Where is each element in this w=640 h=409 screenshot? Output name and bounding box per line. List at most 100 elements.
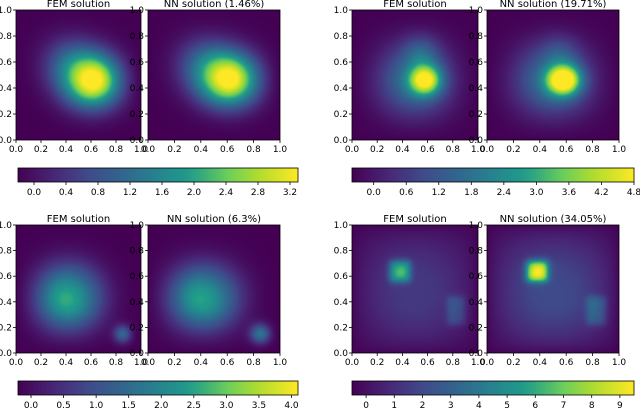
x-tick-label: 0.2 bbox=[167, 145, 181, 155]
x-tick-label: 0.8 bbox=[585, 145, 600, 155]
y-tick-label: 0.8 bbox=[469, 32, 484, 42]
heatmap-panel: NN solution (19.71%)0.0 0.2 0.4 0.6 0.8 1.00.… bbox=[469, 0, 627, 155]
x-tick-label: 0.4 bbox=[395, 358, 410, 368]
y-tick-label: 0.8 bbox=[469, 247, 484, 257]
y-tick-label: 0.4 bbox=[130, 84, 145, 94]
x-tick-label: 0.0 bbox=[9, 358, 24, 368]
x-tick-label: 0.6 bbox=[559, 358, 574, 368]
heatmap-image bbox=[487, 10, 619, 140]
heatmap-image bbox=[148, 10, 280, 140]
colorbar-tick-label: 4 bbox=[476, 401, 482, 409]
x-tick-label: 0.6 bbox=[84, 145, 99, 155]
x-tick-label: 0.2 bbox=[167, 358, 181, 368]
panel-title: NN solution (19.71%) bbox=[500, 0, 607, 10]
y-tick-label: 1.0 bbox=[0, 6, 12, 16]
x-tick-label: 0.4 bbox=[194, 145, 209, 155]
x-tick-label: 0.0 bbox=[480, 145, 495, 155]
colorbar-gradient bbox=[17, 380, 299, 396]
x-tick-label: 0.2 bbox=[506, 145, 520, 155]
colorbar: 0.0 0.6 1.2 1.8 2.4 3.0 3.6 4.2 4.8 bbox=[351, 167, 640, 198]
colorbar-tick-label: 2 bbox=[420, 401, 426, 409]
colorbar-gradient bbox=[351, 167, 635, 183]
y-tick-label: 1.0 bbox=[130, 221, 145, 231]
colorbar: 0.0 0.5 1.0 1.5 2.0 2.5 3.0 3.5 4.0 bbox=[17, 380, 299, 409]
y-tick-label: 0.4 bbox=[334, 298, 349, 308]
colorbar-tick-label: 0.4 bbox=[59, 188, 74, 198]
x-tick-label: 0.6 bbox=[220, 358, 235, 368]
y-tick-label: 0.4 bbox=[469, 84, 484, 94]
x-tick-label: 0.8 bbox=[585, 358, 600, 368]
panel-title: NN solution (6.3%) bbox=[167, 214, 261, 225]
y-tick-label: 0.0 bbox=[0, 349, 12, 359]
y-tick-label: 0.6 bbox=[130, 58, 145, 68]
x-tick-label: 0.6 bbox=[420, 358, 435, 368]
x-tick-label: 1.0 bbox=[471, 358, 486, 368]
y-tick-label: 0.8 bbox=[130, 247, 145, 257]
y-tick-label: 1.0 bbox=[334, 6, 349, 16]
y-tick-label: 0.8 bbox=[334, 32, 349, 42]
panel-title: NN solution (1.46%) bbox=[164, 0, 265, 10]
axes-frame bbox=[351, 224, 479, 354]
x-tick-label: 1.0 bbox=[612, 358, 627, 368]
colorbar-tick-label: 2.5 bbox=[187, 401, 201, 409]
x-tick-label: 0.8 bbox=[246, 358, 261, 368]
y-tick-label: 0.8 bbox=[0, 247, 12, 257]
panel-title: FEM solution bbox=[47, 0, 110, 10]
y-tick-label: 0.0 bbox=[334, 136, 349, 146]
y-tick-label: 0.8 bbox=[0, 32, 12, 42]
heatmap-panel: NN solution (6.3%)0.0 0.2 0.4 0.6 0.8 1.00.00… bbox=[130, 214, 288, 368]
x-tick-label: 0.6 bbox=[559, 145, 574, 155]
colorbar-tick-label: 0.5 bbox=[56, 401, 70, 409]
colorbar-tick-label: 2.8 bbox=[251, 188, 266, 198]
colorbar-tick-label: 3 bbox=[448, 401, 454, 409]
colorbar-tick-label: 3.2 bbox=[283, 188, 297, 198]
colorbar-tick-label: 3.0 bbox=[529, 188, 544, 198]
colorbar: 0.0 0.4 0.8 1.2 1.6 2.0 2.4 2.8 3.2 bbox=[17, 167, 299, 198]
x-tick-label: 0.0 bbox=[345, 358, 360, 368]
heatmap-panel: NN solution (1.46%)0.0 0.2 0.4 0.6 0.8 1.00.0… bbox=[130, 0, 288, 155]
y-tick-label: 0.6 bbox=[0, 272, 12, 282]
colorbar-tick-label: 1.2 bbox=[123, 188, 137, 198]
x-tick-label: 0.2 bbox=[370, 145, 384, 155]
colorbar-tick-label: 2.0 bbox=[154, 401, 169, 409]
x-tick-label: 1.0 bbox=[612, 145, 627, 155]
y-tick-label: 1.0 bbox=[469, 221, 484, 231]
y-tick-label: 0.6 bbox=[334, 272, 349, 282]
y-tick-label: 0.0 bbox=[469, 349, 484, 359]
colorbar-tick-label: 1.5 bbox=[122, 401, 136, 409]
colorbar-tick-label: 4.2 bbox=[594, 188, 608, 198]
colorbar-tick-label: 6 bbox=[532, 401, 538, 409]
x-tick-label: 0.4 bbox=[59, 358, 74, 368]
x-tick-label: 0.2 bbox=[506, 358, 520, 368]
colorbar-tick-label: 1.0 bbox=[89, 401, 104, 409]
y-tick-label: 0.0 bbox=[469, 136, 484, 146]
y-tick-label: 0.6 bbox=[469, 58, 484, 68]
colorbar-gradient bbox=[351, 380, 635, 396]
colorbar-tick-label: 1.6 bbox=[155, 188, 170, 198]
y-tick-label: 0.6 bbox=[469, 272, 484, 282]
y-tick-label: 0.2 bbox=[0, 110, 12, 120]
x-tick-label: 0.0 bbox=[141, 145, 156, 155]
x-tick-label: 1.0 bbox=[134, 358, 149, 368]
y-tick-label: 0.4 bbox=[469, 298, 484, 308]
colorbar-tick-label: 1.8 bbox=[464, 188, 479, 198]
y-tick-label: 0.2 bbox=[334, 110, 348, 120]
heatmap-image bbox=[148, 225, 280, 353]
y-tick-label: 0.6 bbox=[0, 58, 12, 68]
x-tick-label: 0.8 bbox=[109, 145, 124, 155]
x-tick-label: 1.0 bbox=[273, 358, 288, 368]
heatmap-image bbox=[16, 10, 141, 140]
axes-frame bbox=[15, 9, 142, 141]
heatmap-image bbox=[352, 225, 478, 353]
heatmap-image bbox=[16, 225, 141, 353]
y-tick-label: 0.2 bbox=[130, 323, 144, 333]
y-tick-label: 1.0 bbox=[0, 221, 12, 231]
panel-title: FEM solution bbox=[383, 0, 446, 10]
y-tick-label: 0.4 bbox=[334, 84, 349, 94]
x-tick-label: 0.4 bbox=[59, 145, 74, 155]
x-tick-label: 0.0 bbox=[345, 145, 360, 155]
y-tick-label: 0.2 bbox=[130, 110, 144, 120]
heatmap-image bbox=[352, 10, 478, 140]
x-tick-label: 1.0 bbox=[471, 145, 486, 155]
y-tick-label: 0.2 bbox=[334, 323, 348, 333]
